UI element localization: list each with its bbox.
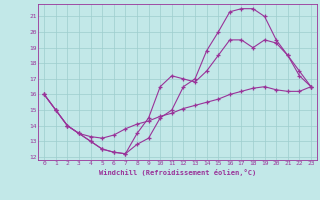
X-axis label: Windchill (Refroidissement éolien,°C): Windchill (Refroidissement éolien,°C) xyxy=(99,169,256,176)
